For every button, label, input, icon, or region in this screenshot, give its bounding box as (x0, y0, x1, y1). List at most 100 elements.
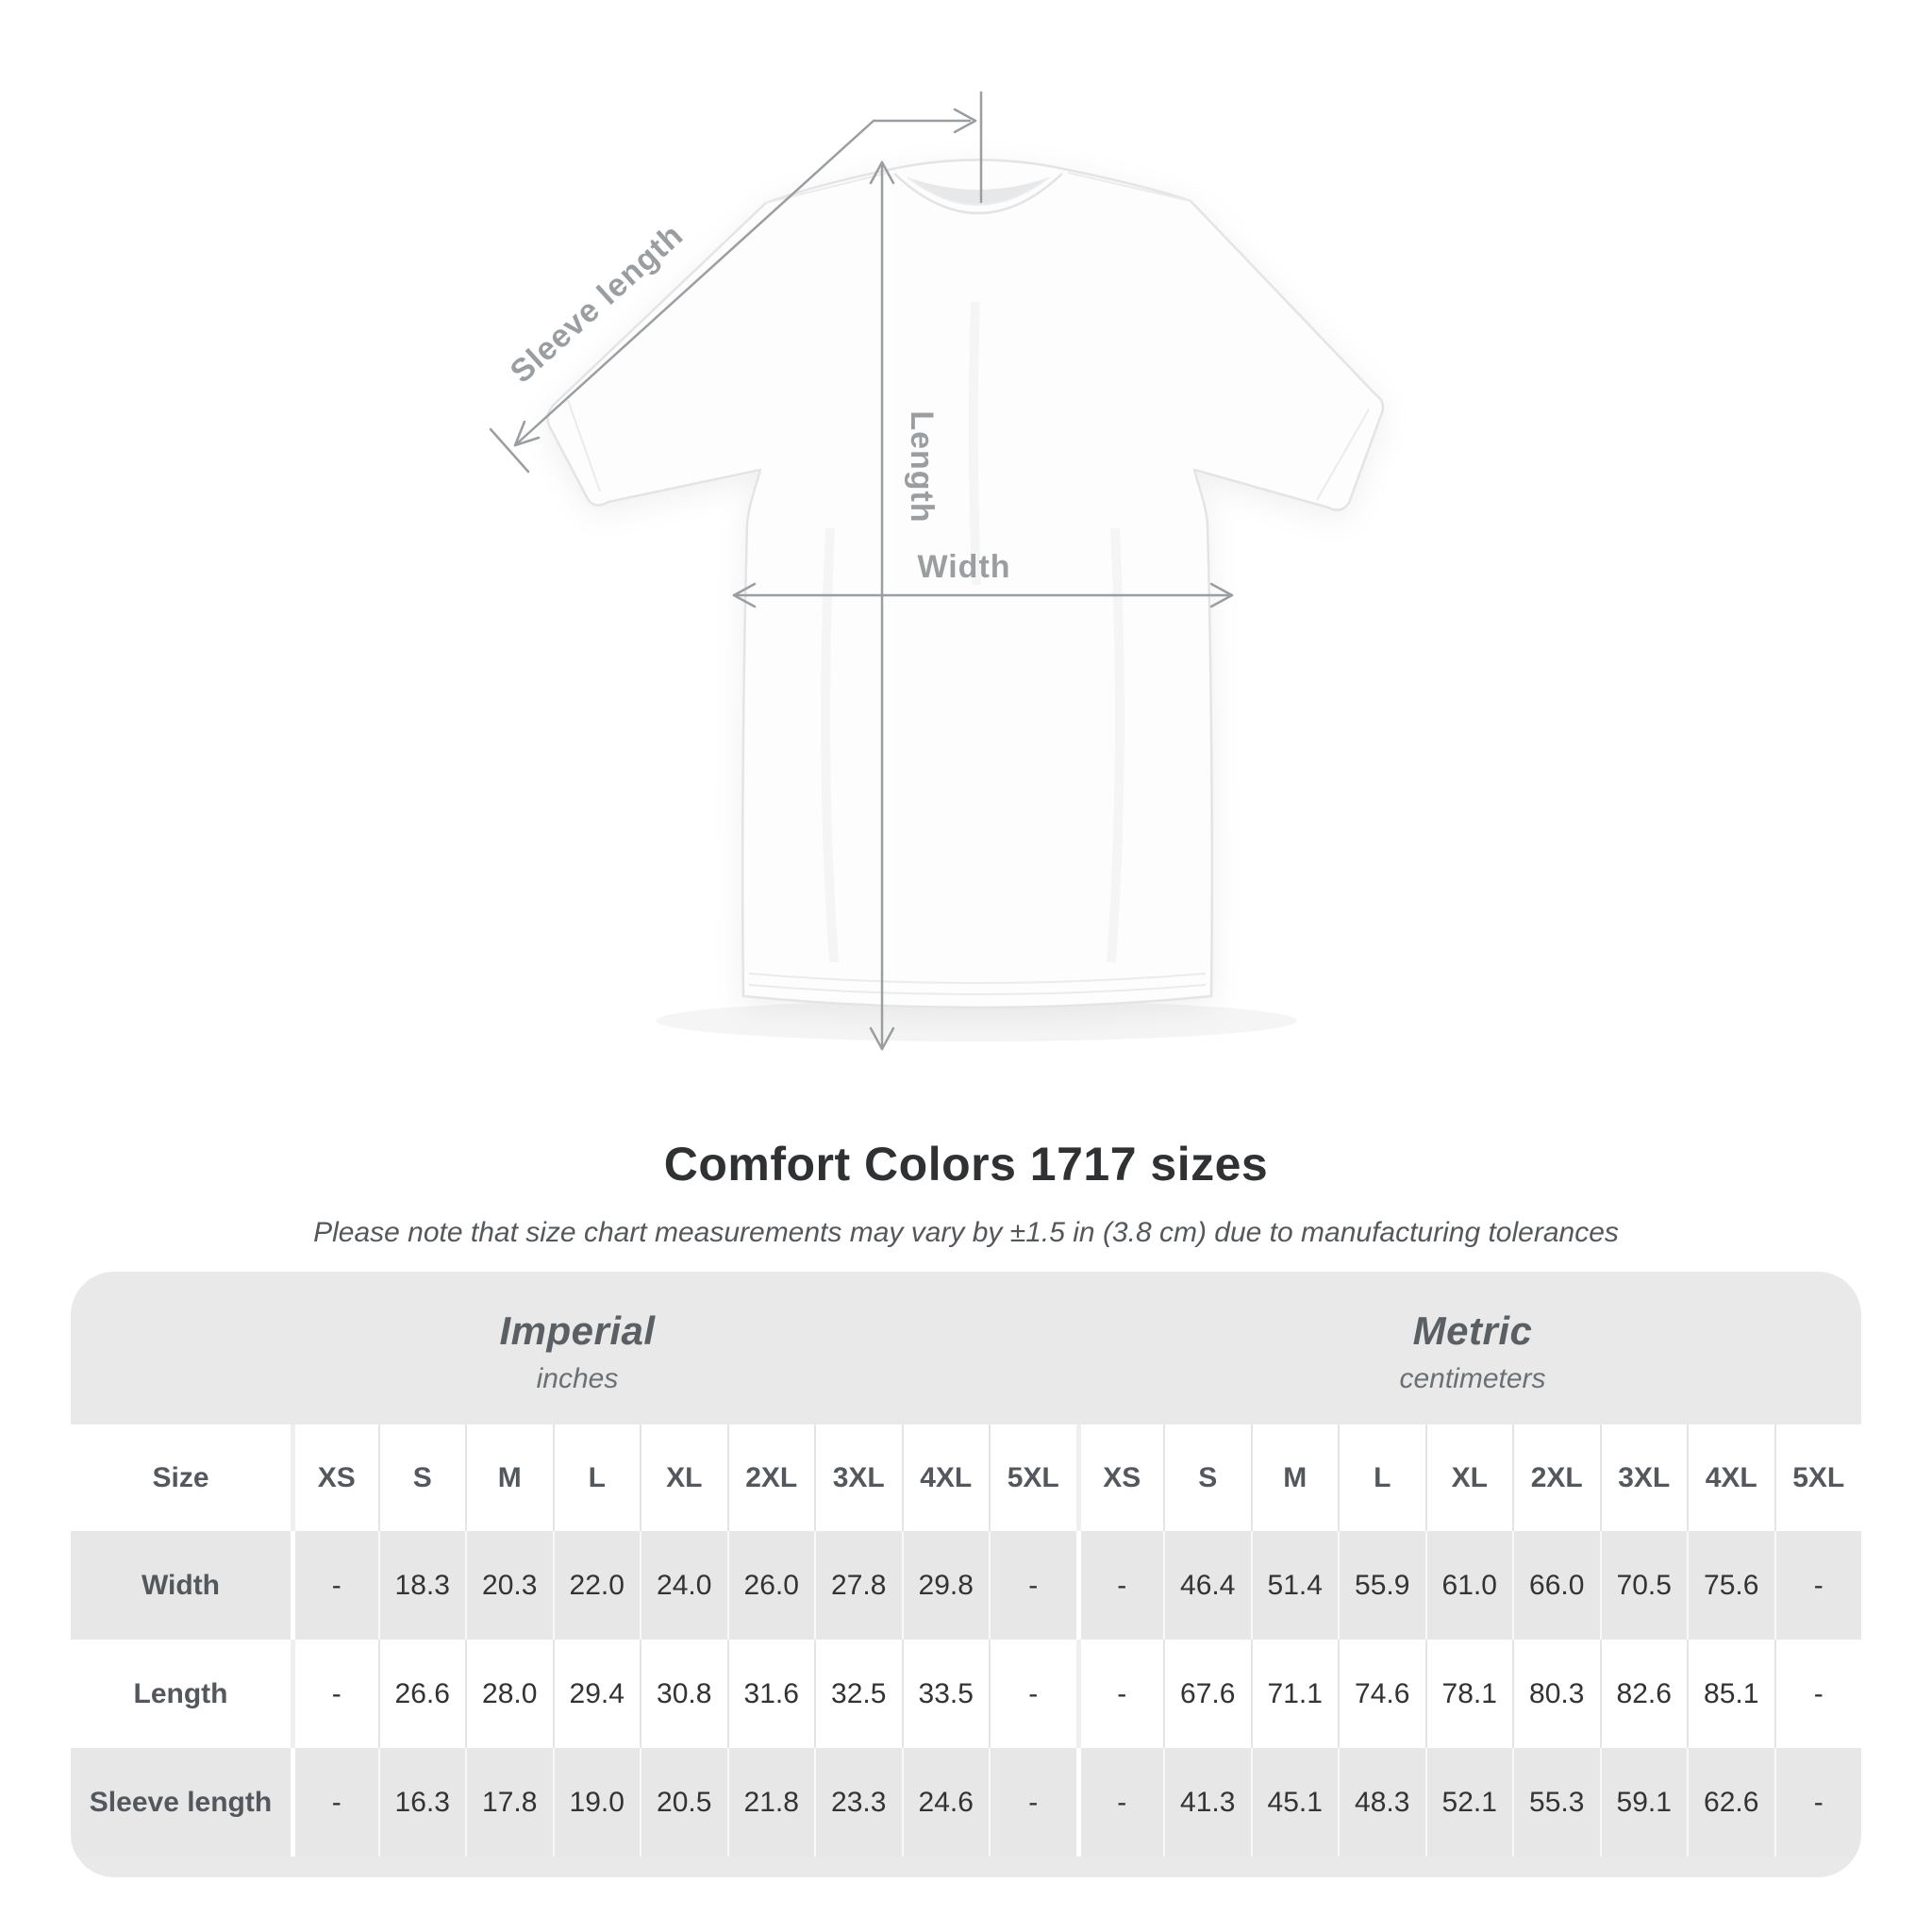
measurement-value-cell: 27.8 (814, 1531, 902, 1640)
size-column-header: 2XL (1512, 1424, 1600, 1531)
tshirt-measurement-diagram: Sleeve length Length Width (489, 91, 1385, 1051)
measurement-value-cell: - (291, 1640, 378, 1748)
length-arrow-up (869, 160, 895, 185)
measurement-value-cell: 20.3 (465, 1531, 553, 1640)
sleeve-arrow-end (513, 420, 541, 447)
measurement-value-cell: 24.0 (640, 1531, 727, 1640)
table-row: Width -18.3 20.3 22.0 24.0 26.0 27.8 29.8- -46.4… (71, 1531, 1861, 1640)
measurement-value-cell: 75.6 (1687, 1531, 1774, 1640)
imperial-group-header: Imperial inches (71, 1272, 1084, 1424)
size-column-header: 4XL (901, 1424, 990, 1531)
measurement-value-cell: 24.6 (901, 1748, 990, 1857)
size-column-header: M (1250, 1424, 1339, 1531)
measurement-value-cell: 31.6 (726, 1640, 815, 1748)
tolerance-note: Please note that size chart measurements… (313, 1217, 1619, 1248)
measurement-value-cell: 74.6 (1338, 1640, 1425, 1748)
measurement-value-cell: - (1774, 1640, 1862, 1748)
measurement-value-cell: 51.4 (1250, 1531, 1339, 1640)
measurement-value-cell: - (989, 1531, 1076, 1640)
size-column-header: 3XL (814, 1424, 902, 1531)
measurement-value-cell: - (1774, 1531, 1862, 1640)
width-arrow-left (732, 582, 757, 608)
table-row: Length -26.6 28.0 29.4 30.8 31.6 32.5 33.5- -67.… (71, 1640, 1861, 1748)
measurement-value-cell: 30.8 (640, 1640, 727, 1748)
unit-group-header: Imperial inches Metric centimeters (71, 1272, 1861, 1424)
width-arrow-right (1209, 582, 1234, 608)
sleeve-length-line (513, 119, 972, 447)
measurement-value-cell: 17.8 (465, 1748, 553, 1857)
measurement-value-cell: 45.1 (1250, 1748, 1339, 1857)
length-arrow-down (869, 1026, 895, 1051)
size-column-header: 4XL (1687, 1424, 1774, 1531)
measurement-row-label: Width (141, 1569, 221, 1601)
page-title: Comfort Colors 1717 sizes (663, 1138, 1269, 1191)
measurement-value-cell: 55.9 (1338, 1531, 1425, 1640)
size-column-header: XS (291, 1424, 378, 1531)
metric-group-header: Metric centimeters (1084, 1272, 1861, 1424)
measurement-value-cell: 16.3 (377, 1748, 466, 1857)
measurement-value-cell: 26.6 (377, 1640, 466, 1748)
measurement-value-cell: 46.4 (1163, 1531, 1251, 1640)
measurement-value-cell: 21.8 (726, 1748, 815, 1857)
size-column-header: L (552, 1424, 641, 1531)
measurement-value-cell: 85.1 (1687, 1640, 1774, 1748)
width-label: Width (917, 549, 1010, 585)
measurement-value-cell: - (989, 1640, 1076, 1748)
size-column-header: XL (1424, 1424, 1513, 1531)
measurement-value-cell: 29.8 (901, 1531, 990, 1640)
size-column-header: L (1338, 1424, 1425, 1531)
size-column-header: 2XL (726, 1424, 815, 1531)
measurement-value-cell: 19.0 (552, 1748, 641, 1857)
measurement-value-cell: 80.3 (1512, 1640, 1600, 1748)
measurement-value-cell: 22.0 (552, 1531, 641, 1640)
measurement-value-cell: - (1075, 1531, 1164, 1640)
sleeve-end-tick (489, 427, 530, 474)
measurement-value-cell: 70.5 (1599, 1531, 1688, 1640)
measurement-row-label: Sleeve length (89, 1786, 273, 1818)
measurement-value-cell: 33.5 (901, 1640, 990, 1748)
measurement-value-cell: 32.5 (814, 1640, 902, 1748)
measurement-value-cell: 52.1 (1424, 1748, 1513, 1857)
size-column-header: M (465, 1424, 553, 1531)
measurement-row-label: Length (133, 1677, 228, 1709)
measurement-value-cell: 59.1 (1599, 1748, 1688, 1857)
measurement-value-cell: 26.0 (726, 1531, 815, 1640)
table-row: Size XS S M L XL 2XL 3XL 4XL 5XL XS S M L XL 2XL 3XL 4XL 5… (71, 1424, 1861, 1531)
measurement-value-cell: - (291, 1531, 378, 1640)
size-chart-table: Imperial inches Metric centimeters Size X… (71, 1272, 1861, 1877)
shirt-ground-shadow (656, 1000, 1297, 1041)
dimension-lines (489, 91, 1234, 1051)
size-column-header: XL (640, 1424, 727, 1531)
measurement-value-cell: 62.6 (1687, 1748, 1774, 1857)
measurement-value-cell: - (989, 1748, 1076, 1857)
length-label: Length (904, 410, 940, 523)
measurement-value-cell: - (1774, 1748, 1862, 1857)
measurement-value-cell: 78.1 (1424, 1640, 1513, 1748)
size-column-header: S (1163, 1424, 1251, 1531)
size-column-header: 3XL (1599, 1424, 1688, 1531)
measurement-value-cell: 41.3 (1163, 1748, 1251, 1857)
metric-group-label: Metric (1412, 1308, 1533, 1353)
measurement-value-cell: 23.3 (814, 1748, 902, 1857)
measurement-value-cell: 55.3 (1512, 1748, 1600, 1857)
imperial-group-unit: inches (536, 1363, 619, 1394)
measurement-value-cell: 29.4 (552, 1640, 641, 1748)
sleeve-arrow-right (953, 108, 977, 134)
measurement-value-cell: 48.3 (1338, 1748, 1425, 1857)
measurement-value-cell: 66.0 (1512, 1531, 1600, 1640)
metric-group-unit: centimeters (1399, 1363, 1546, 1394)
measurement-value-cell: - (1075, 1748, 1164, 1857)
measurement-value-cell: 18.3 (377, 1531, 466, 1640)
measurement-value-cell: 71.1 (1250, 1640, 1339, 1748)
measurement-value-cell: 20.5 (640, 1748, 727, 1857)
size-table-rows: Size XS S M L XL 2XL 3XL 4XL 5XL XS S M L XL 2XL 3XL 4XL 5… (71, 1424, 1861, 1857)
measurement-value-cell: 61.0 (1424, 1531, 1513, 1640)
measurement-value-cell: 82.6 (1599, 1640, 1688, 1748)
size-column-header: XS (1075, 1424, 1164, 1531)
measurement-value-cell: 28.0 (465, 1640, 553, 1748)
size-column-header: S (377, 1424, 466, 1531)
measurement-value-cell: 67.6 (1163, 1640, 1251, 1748)
size-column-header: 5XL (989, 1424, 1076, 1531)
tshirt-graphic (546, 158, 1385, 1009)
measurement-value-cell: - (1075, 1640, 1164, 1748)
